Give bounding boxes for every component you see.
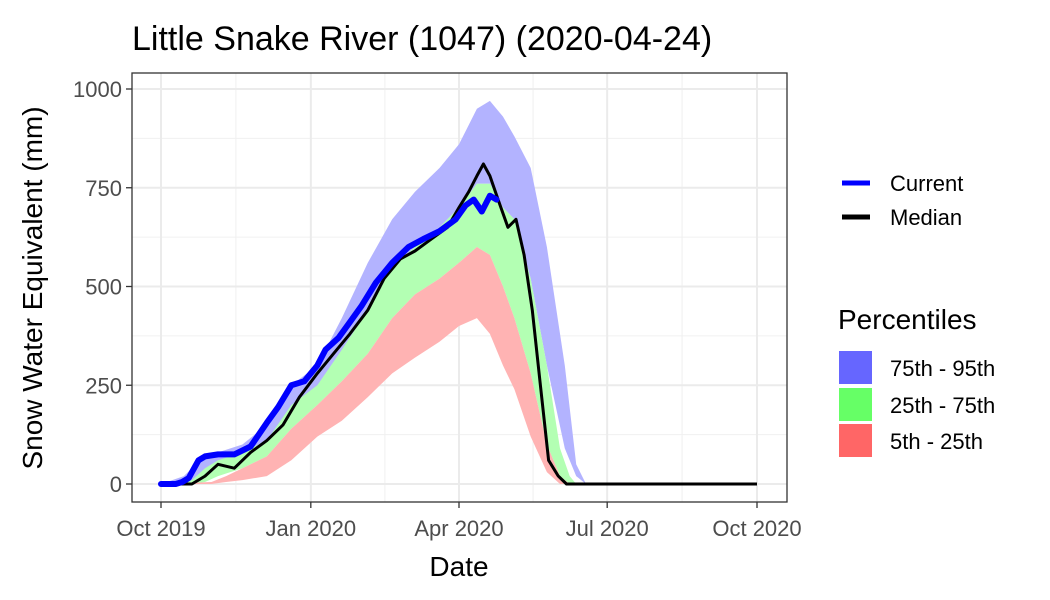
percentile-bands bbox=[161, 100, 757, 485]
series-lines bbox=[158, 162, 757, 487]
y-tick-label: 750 bbox=[85, 176, 122, 201]
x-tick-label: Apr 2020 bbox=[414, 516, 503, 541]
x-axis-title: Date bbox=[429, 551, 488, 582]
chart-title: Little Snake River (1047) (2020-04-24) bbox=[132, 20, 712, 58]
band-75th-95th bbox=[161, 100, 757, 485]
y-tick-label: 1000 bbox=[73, 77, 122, 102]
x-tick-label: Jul 2020 bbox=[566, 516, 649, 541]
legend-key-p75-95 bbox=[839, 351, 872, 384]
legend-label-median: Median bbox=[890, 205, 962, 230]
legend-percentiles: Percentiles 75th - 95th 25th - 75th 5th … bbox=[838, 304, 995, 457]
legend-lines: Current Median bbox=[842, 171, 963, 230]
band-5th-25th bbox=[161, 247, 757, 484]
band-25th-75th bbox=[161, 183, 757, 485]
y-tick-label: 250 bbox=[85, 373, 122, 398]
legend-label-p25-75: 25th - 75th bbox=[890, 393, 995, 418]
legend-label-current: Current bbox=[890, 171, 963, 196]
y-axis-title: Snow Water Equivalent (mm) bbox=[17, 106, 48, 469]
legend-key-p25-75 bbox=[839, 388, 872, 421]
y-tick-label: 0 bbox=[110, 472, 122, 497]
x-axis-ticks: Oct 2019 Jan 2020 Apr 2020 Jul 2020 Oct 2020 bbox=[116, 502, 802, 541]
legend-label-p5-25: 5th - 25th bbox=[890, 429, 983, 454]
x-tick-label: Oct 2020 bbox=[712, 516, 801, 541]
x-tick-label: Oct 2019 bbox=[116, 516, 205, 541]
legend-percentiles-title: Percentiles bbox=[838, 304, 977, 335]
legend-label-p75-95: 75th - 95th bbox=[890, 356, 995, 381]
y-tick-label: 500 bbox=[85, 275, 122, 300]
series-line-current bbox=[158, 192, 500, 487]
legend-key-p5-25 bbox=[839, 424, 872, 457]
y-axis-ticks: 0 250 500 750 1000 bbox=[73, 77, 132, 497]
x-tick-label: Jan 2020 bbox=[266, 516, 357, 541]
